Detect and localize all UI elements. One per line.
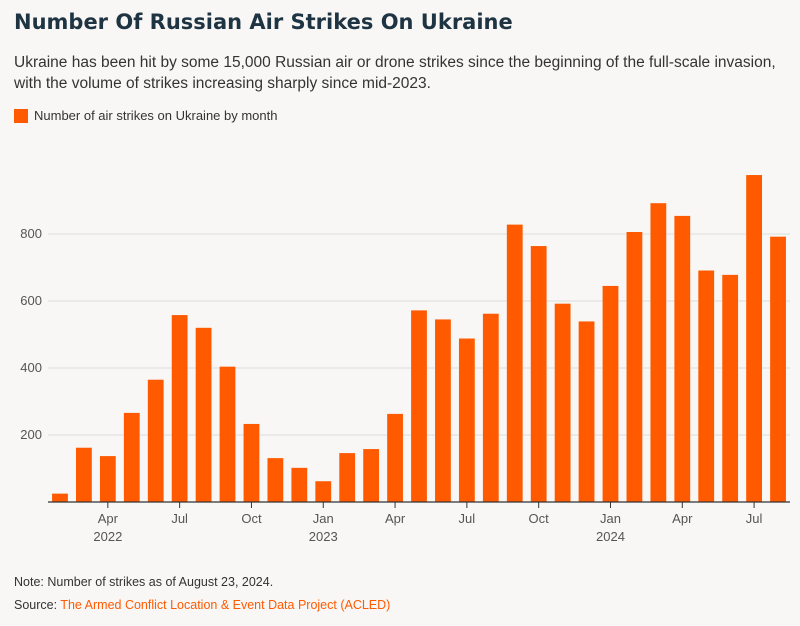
bar xyxy=(76,447,92,502)
legend: Number of air strikes on Ukraine by mont… xyxy=(14,108,277,123)
bar xyxy=(171,315,188,502)
footnote: Note: Number of strikes as of August 23,… xyxy=(14,575,274,589)
legend-label: Number of air strikes on Ukraine by mont… xyxy=(34,108,278,123)
y-tick-label: 200 xyxy=(20,427,42,442)
bar xyxy=(482,313,499,502)
x-tick-label: Oct xyxy=(529,511,550,526)
x-tick-year-label: 2023 xyxy=(309,529,338,544)
bar xyxy=(770,236,786,502)
bar xyxy=(458,338,475,502)
chart-subtitle: Ukraine has been hit by some 15,000 Russ… xyxy=(14,54,776,92)
bar xyxy=(52,493,68,502)
bar xyxy=(123,412,140,502)
x-tick-label: Jan xyxy=(313,511,334,526)
bar xyxy=(411,310,427,502)
bar xyxy=(626,231,643,503)
bar xyxy=(578,321,595,502)
x-tick-year-label: 2022 xyxy=(93,529,122,544)
bar xyxy=(147,379,164,502)
x-tick-label: Jan xyxy=(600,511,621,526)
x-tick-label: Oct xyxy=(241,511,262,526)
x-tick-label: Jul xyxy=(459,511,476,526)
source-link[interactable]: The Armed Conflict Location & Event Data… xyxy=(60,598,391,612)
source-label: Source: xyxy=(14,598,61,612)
bar xyxy=(674,215,691,502)
bar xyxy=(267,458,284,502)
bar xyxy=(219,366,236,502)
bar xyxy=(435,319,451,502)
x-tick-label: Jul xyxy=(171,511,188,526)
x-tick-label: Apr xyxy=(672,511,693,526)
x-tick-label: Apr xyxy=(98,511,119,526)
bar xyxy=(602,285,619,502)
x-tick-label: Jul xyxy=(746,511,763,526)
bar xyxy=(315,481,332,502)
bar xyxy=(746,175,762,503)
y-tick-label: 800 xyxy=(20,226,42,241)
bar xyxy=(506,224,523,502)
bar xyxy=(387,413,403,502)
y-tick-label: 400 xyxy=(20,360,42,375)
legend-swatch xyxy=(14,108,28,123)
y-tick-label: 600 xyxy=(20,293,42,308)
bar xyxy=(291,467,308,502)
x-tick-label: Apr xyxy=(385,511,406,526)
bar xyxy=(698,270,715,502)
bar-chart: 200 400 600 800 Apr 2022 Jul Oct Jan 2023 Apr Jul Oc… xyxy=(20,175,790,544)
bar xyxy=(99,456,116,502)
bar xyxy=(243,423,260,502)
chart-title: Number Of Russian Air Strikes On Ukraine xyxy=(14,10,513,34)
bar xyxy=(722,274,739,502)
bar xyxy=(195,327,212,502)
bar xyxy=(554,303,571,502)
source-line: Source: The Armed Conflict Location & Ev… xyxy=(14,598,390,612)
x-tick-year-label: 2024 xyxy=(596,529,625,544)
bar xyxy=(363,449,380,502)
bar xyxy=(650,203,667,502)
bar xyxy=(339,453,356,502)
bar xyxy=(530,246,547,502)
